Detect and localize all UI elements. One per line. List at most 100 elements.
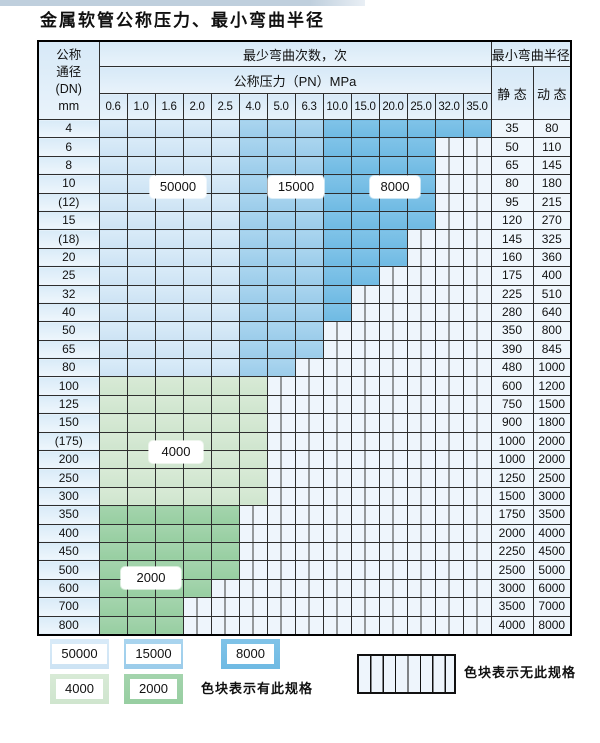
zone-cell-4000 bbox=[238, 486, 268, 507]
dn-cell: 100 bbox=[37, 376, 100, 396]
zone-cell-8000 bbox=[378, 155, 408, 176]
no-spec-cell bbox=[238, 505, 268, 525]
zone-cell-15000 bbox=[266, 247, 296, 268]
no-spec-cell bbox=[322, 394, 352, 415]
zone-cell-50000 bbox=[210, 155, 240, 176]
zone-cell-2000 bbox=[126, 597, 156, 617]
zone-cell-50000 bbox=[98, 192, 128, 212]
table-row: 32 225 510 bbox=[37, 284, 572, 304]
dn-cell: 400 bbox=[37, 523, 100, 543]
zone-cell-4000 bbox=[210, 450, 240, 470]
zone-cell-4000 bbox=[98, 486, 128, 507]
legend-swatch-label: 50000 bbox=[52, 644, 107, 664]
zone-cell-4000 bbox=[98, 376, 128, 396]
header-pressure-value: 35.0 bbox=[462, 93, 492, 120]
zone-cell-8000 bbox=[378, 229, 408, 249]
no-spec-cell bbox=[406, 339, 436, 360]
table-row: 15 120 270 bbox=[37, 210, 572, 231]
no-spec-cell bbox=[350, 376, 380, 396]
zone-cell-50000 bbox=[98, 229, 128, 249]
zone-cell-50000 bbox=[126, 155, 156, 176]
no-spec-cell bbox=[238, 578, 268, 599]
dynamic-value-cell: 8000 bbox=[532, 615, 572, 636]
zone-cell-15000 bbox=[266, 266, 296, 286]
zone-cell-50000 bbox=[98, 302, 128, 323]
no-spec-cell bbox=[294, 413, 324, 433]
dynamic-value-cell: 270 bbox=[532, 210, 572, 231]
legend-swatch-8000: 8000 bbox=[221, 639, 280, 669]
zone-cell-50000 bbox=[182, 210, 212, 231]
dynamic-value-cell: 845 bbox=[532, 339, 572, 360]
no-spec-cell bbox=[294, 376, 324, 396]
dn-cell: 80 bbox=[37, 358, 100, 378]
no-spec-cell bbox=[266, 413, 296, 433]
zone-cell-8000 bbox=[378, 247, 408, 268]
dynamic-value-cell: 110 bbox=[532, 137, 572, 157]
no-spec-cell bbox=[378, 376, 408, 396]
zone-cell-50000 bbox=[182, 247, 212, 268]
no-spec-cell bbox=[462, 523, 492, 543]
zone-cell-50000 bbox=[126, 302, 156, 323]
no-spec-cell bbox=[434, 597, 464, 617]
dn-cell: 65 bbox=[37, 339, 100, 360]
static-value-cell: 65 bbox=[490, 155, 534, 176]
zone-cell-2000 bbox=[154, 615, 184, 636]
zone-cell-4000 bbox=[126, 394, 156, 415]
header-pressure: 公称压力（PN）MPa bbox=[98, 66, 492, 94]
dynamic-value-cell: 800 bbox=[532, 321, 572, 341]
no-spec-cell bbox=[266, 376, 296, 396]
table-row: 400 2000 4000 bbox=[37, 523, 572, 543]
no-spec-cell bbox=[266, 431, 296, 452]
dn-cell: 800 bbox=[37, 615, 100, 636]
static-value-cell: 750 bbox=[490, 394, 534, 415]
static-value-cell: 2000 bbox=[490, 523, 534, 543]
zone-cell-4000 bbox=[98, 431, 128, 452]
zone-cell-2000 bbox=[98, 578, 128, 599]
no-spec-cell bbox=[210, 597, 240, 617]
static-value-cell: 80 bbox=[490, 174, 534, 194]
no-spec-cell bbox=[322, 597, 352, 617]
no-spec-cell bbox=[434, 541, 464, 562]
table-row: 200 1000 2000 bbox=[37, 450, 572, 470]
zone-cell-50000 bbox=[210, 321, 240, 341]
dynamic-value-cell: 4000 bbox=[532, 523, 572, 543]
zone-cell-8000 bbox=[322, 247, 352, 268]
zone-cell-50000 bbox=[154, 229, 184, 249]
no-spec-cell bbox=[294, 431, 324, 452]
no-spec-cell bbox=[406, 358, 436, 378]
zone-cell-8000 bbox=[322, 210, 352, 231]
zone-cell-4000 bbox=[154, 486, 184, 507]
zone-cell-50000 bbox=[98, 137, 128, 157]
static-value-cell: 390 bbox=[490, 339, 534, 360]
no-spec-cell bbox=[434, 302, 464, 323]
no-spec-cell bbox=[434, 560, 464, 580]
no-spec-cell bbox=[378, 486, 408, 507]
zone-cell-8000 bbox=[406, 137, 436, 157]
no-spec-cell bbox=[294, 505, 324, 525]
no-spec-cell bbox=[462, 302, 492, 323]
legend: 50000 15000 8000 4000 2000 色块表示有此规格 色块表示无此规格 bbox=[37, 630, 577, 735]
zone-cell-2000 bbox=[98, 560, 128, 580]
no-spec-cell bbox=[378, 413, 408, 433]
static-value-cell: 95 bbox=[490, 192, 534, 212]
top-strip bbox=[0, 0, 365, 6]
zone-cell-15000 bbox=[238, 247, 268, 268]
table-row: 600 3000 6000 bbox=[37, 578, 572, 599]
zone-cell-4000 bbox=[126, 468, 156, 488]
table-row: 50 350 800 bbox=[37, 321, 572, 341]
no-spec-cell bbox=[210, 615, 240, 636]
no-spec-cell bbox=[406, 468, 436, 488]
zone-cell-2000 bbox=[154, 541, 184, 562]
static-value-cell: 175 bbox=[490, 266, 534, 286]
zone-cell-15000 bbox=[238, 302, 268, 323]
table-row: 150 900 1800 bbox=[37, 413, 572, 433]
no-spec-cell bbox=[182, 597, 212, 617]
table-row: 125 750 1500 bbox=[37, 394, 572, 415]
zone-cell-50000 bbox=[154, 284, 184, 304]
static-value-cell: 1000 bbox=[490, 431, 534, 452]
zone-cell-15000 bbox=[266, 118, 296, 139]
zone-cell-2000 bbox=[126, 541, 156, 562]
legend-swatch-label: 8000 bbox=[227, 644, 274, 664]
dynamic-value-cell: 325 bbox=[532, 229, 572, 249]
